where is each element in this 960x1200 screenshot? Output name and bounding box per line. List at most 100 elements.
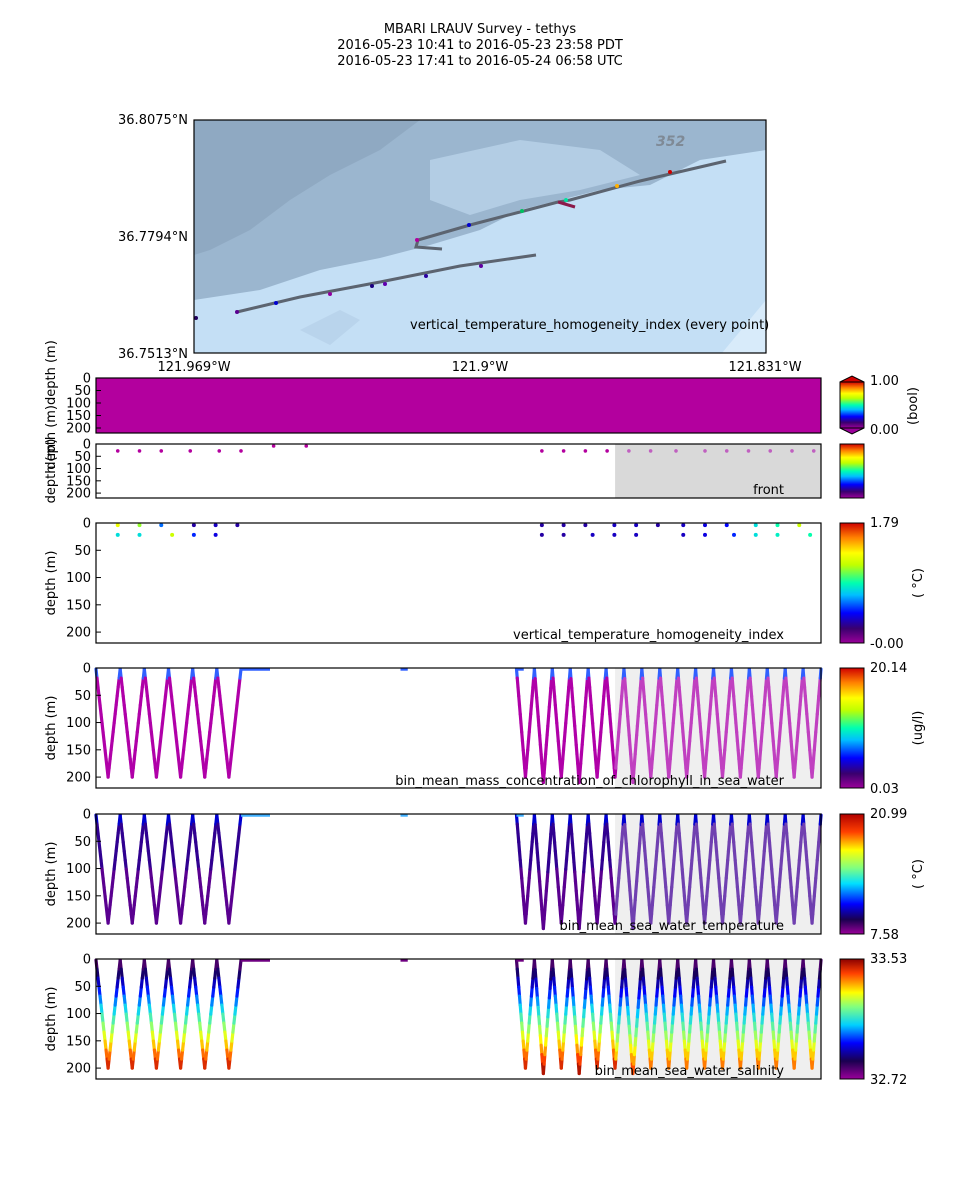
colorbar: [839, 443, 865, 499]
panel-annotation: front: [753, 483, 784, 498]
map-point: [424, 274, 428, 278]
map-point: [235, 310, 239, 314]
title-line-1: MBARI LRAUV Survey - tethys: [383, 22, 577, 37]
vth-point: [753, 532, 758, 537]
y-axis-label: depth (m): [44, 551, 59, 616]
panel-annotation: bin_mean_sea_water_temperature: [560, 919, 784, 934]
colorbar: [839, 813, 865, 935]
y-tick-label: 100: [66, 862, 91, 877]
panel-vth-index: 0 50 100 150 200 depth (m) vertical_temperat…: [44, 516, 926, 652]
vth-point: [159, 523, 164, 528]
vth-point: [808, 532, 813, 537]
panel-annotation: bin_mean_sea_water_salinity: [595, 1064, 785, 1079]
colorbar: [839, 381, 865, 429]
y-tick-label: 100: [66, 571, 91, 586]
map-lat-tick: 36.8075°N: [118, 113, 188, 128]
chlorophyll-track: [94, 667, 823, 785]
map-coast-shade: [722, 300, 766, 353]
y-tick-label: 150: [66, 743, 91, 758]
colorbar-min-label: 0.03: [870, 782, 899, 797]
title-line-2: 2016-05-23 10:41 to 2016-05-23 23:58 PDT: [337, 38, 623, 53]
vth-point: [703, 523, 707, 528]
colorbar: [839, 522, 865, 644]
panel-chlorophyll: 0 50 100 150 200 depth (m) bin_mean_mass_con…: [44, 661, 926, 797]
y-axis-label: depth (m): [44, 842, 59, 907]
profile-segment: [238, 958, 243, 971]
front-point: [674, 449, 678, 453]
map-track-lower: [236, 253, 537, 314]
bool-strip-fill: [96, 378, 821, 433]
y-tick-label: 200: [66, 626, 91, 641]
panel-annotation: bin_mean_mass_concentration_of_chlorophy…: [395, 774, 784, 789]
colorbar-unit-label: ( °C): [911, 568, 926, 598]
vth-point: [235, 523, 240, 528]
vth-point: [753, 523, 758, 528]
map-track-points: [194, 170, 672, 320]
front-point: [540, 449, 544, 453]
map-point: [194, 316, 198, 320]
vth-point: [612, 523, 617, 528]
y-axis-label: depth (m): [44, 696, 59, 761]
y-tick-label: 200: [66, 771, 91, 786]
y-tick-label: 0: [83, 438, 91, 453]
front-point: [217, 449, 222, 453]
map-lat-tick: 36.7513°N: [118, 347, 188, 362]
colorbar-unit-label: ( °C): [911, 859, 926, 889]
colorbar-unit-label: (bool): [906, 387, 921, 425]
y-tick-label: 100: [66, 1007, 91, 1022]
colorbar-max-label: 20.14: [870, 661, 907, 676]
vth-point: [724, 523, 729, 528]
map-lon-tick: 121.831°W: [728, 360, 801, 375]
panel-frame: [95, 443, 822, 499]
map-panel: 352 vertical_temperature_homogeneity_ind…: [118, 113, 802, 375]
colorbar-extend-bottom: [839, 427, 865, 435]
y-tick-label: 0: [83, 517, 91, 532]
y-tick-label: 50: [74, 384, 91, 399]
map-canyon: [430, 140, 640, 215]
map-track-spur: [557, 200, 576, 209]
y-tick-label: 0: [83, 953, 91, 968]
vth-point: [583, 523, 588, 528]
front-point: [724, 449, 729, 453]
front-point: [648, 449, 653, 453]
figure-title: MBARI LRAUV Survey - tethys 2016-05-23 1…: [0, 22, 960, 70]
y-tick-label: 100: [66, 397, 91, 412]
y-axis-label: depth (m): [44, 987, 59, 1052]
front-point: [627, 449, 631, 453]
vth-points: [115, 523, 813, 537]
y-tick-label: 50: [74, 689, 91, 704]
y-tick-label: 150: [66, 409, 91, 424]
y-tick-label: 50: [74, 835, 91, 850]
vth-point: [539, 532, 544, 537]
y-tick-label: 150: [66, 889, 91, 904]
colorbar-min-label: 0.00: [870, 423, 899, 438]
front-point: [768, 449, 773, 453]
panel-salinity: 0 50 100 150 200 depth (m) bin_mean_sea_wate…: [44, 952, 907, 1088]
map-lon-tick: 121.9°W: [452, 360, 509, 375]
colorbar-min-label: -0.00: [870, 637, 904, 652]
colorbar-min-label: 32.72: [870, 1073, 907, 1088]
front-point: [188, 449, 193, 453]
panel-frame: [95, 958, 822, 1080]
vth-point: [634, 532, 639, 537]
map-annotation: vertical_temperature_homogeneity_index (…: [410, 318, 769, 333]
y-tick-label: 50: [74, 450, 91, 465]
vth-point: [775, 523, 780, 528]
map-point: [274, 301, 278, 305]
vth-point: [137, 532, 142, 537]
vth-point: [655, 523, 660, 528]
map-frame: [193, 119, 767, 354]
front-points: [115, 444, 816, 453]
colorbar-min-label: 7.58: [870, 928, 899, 943]
front-shaded-region: [615, 444, 821, 498]
map-point: [668, 170, 672, 174]
salinity-track: [94, 958, 823, 1076]
vth-point: [213, 523, 218, 528]
vth-point: [775, 532, 780, 537]
map-ridge: [300, 310, 360, 345]
